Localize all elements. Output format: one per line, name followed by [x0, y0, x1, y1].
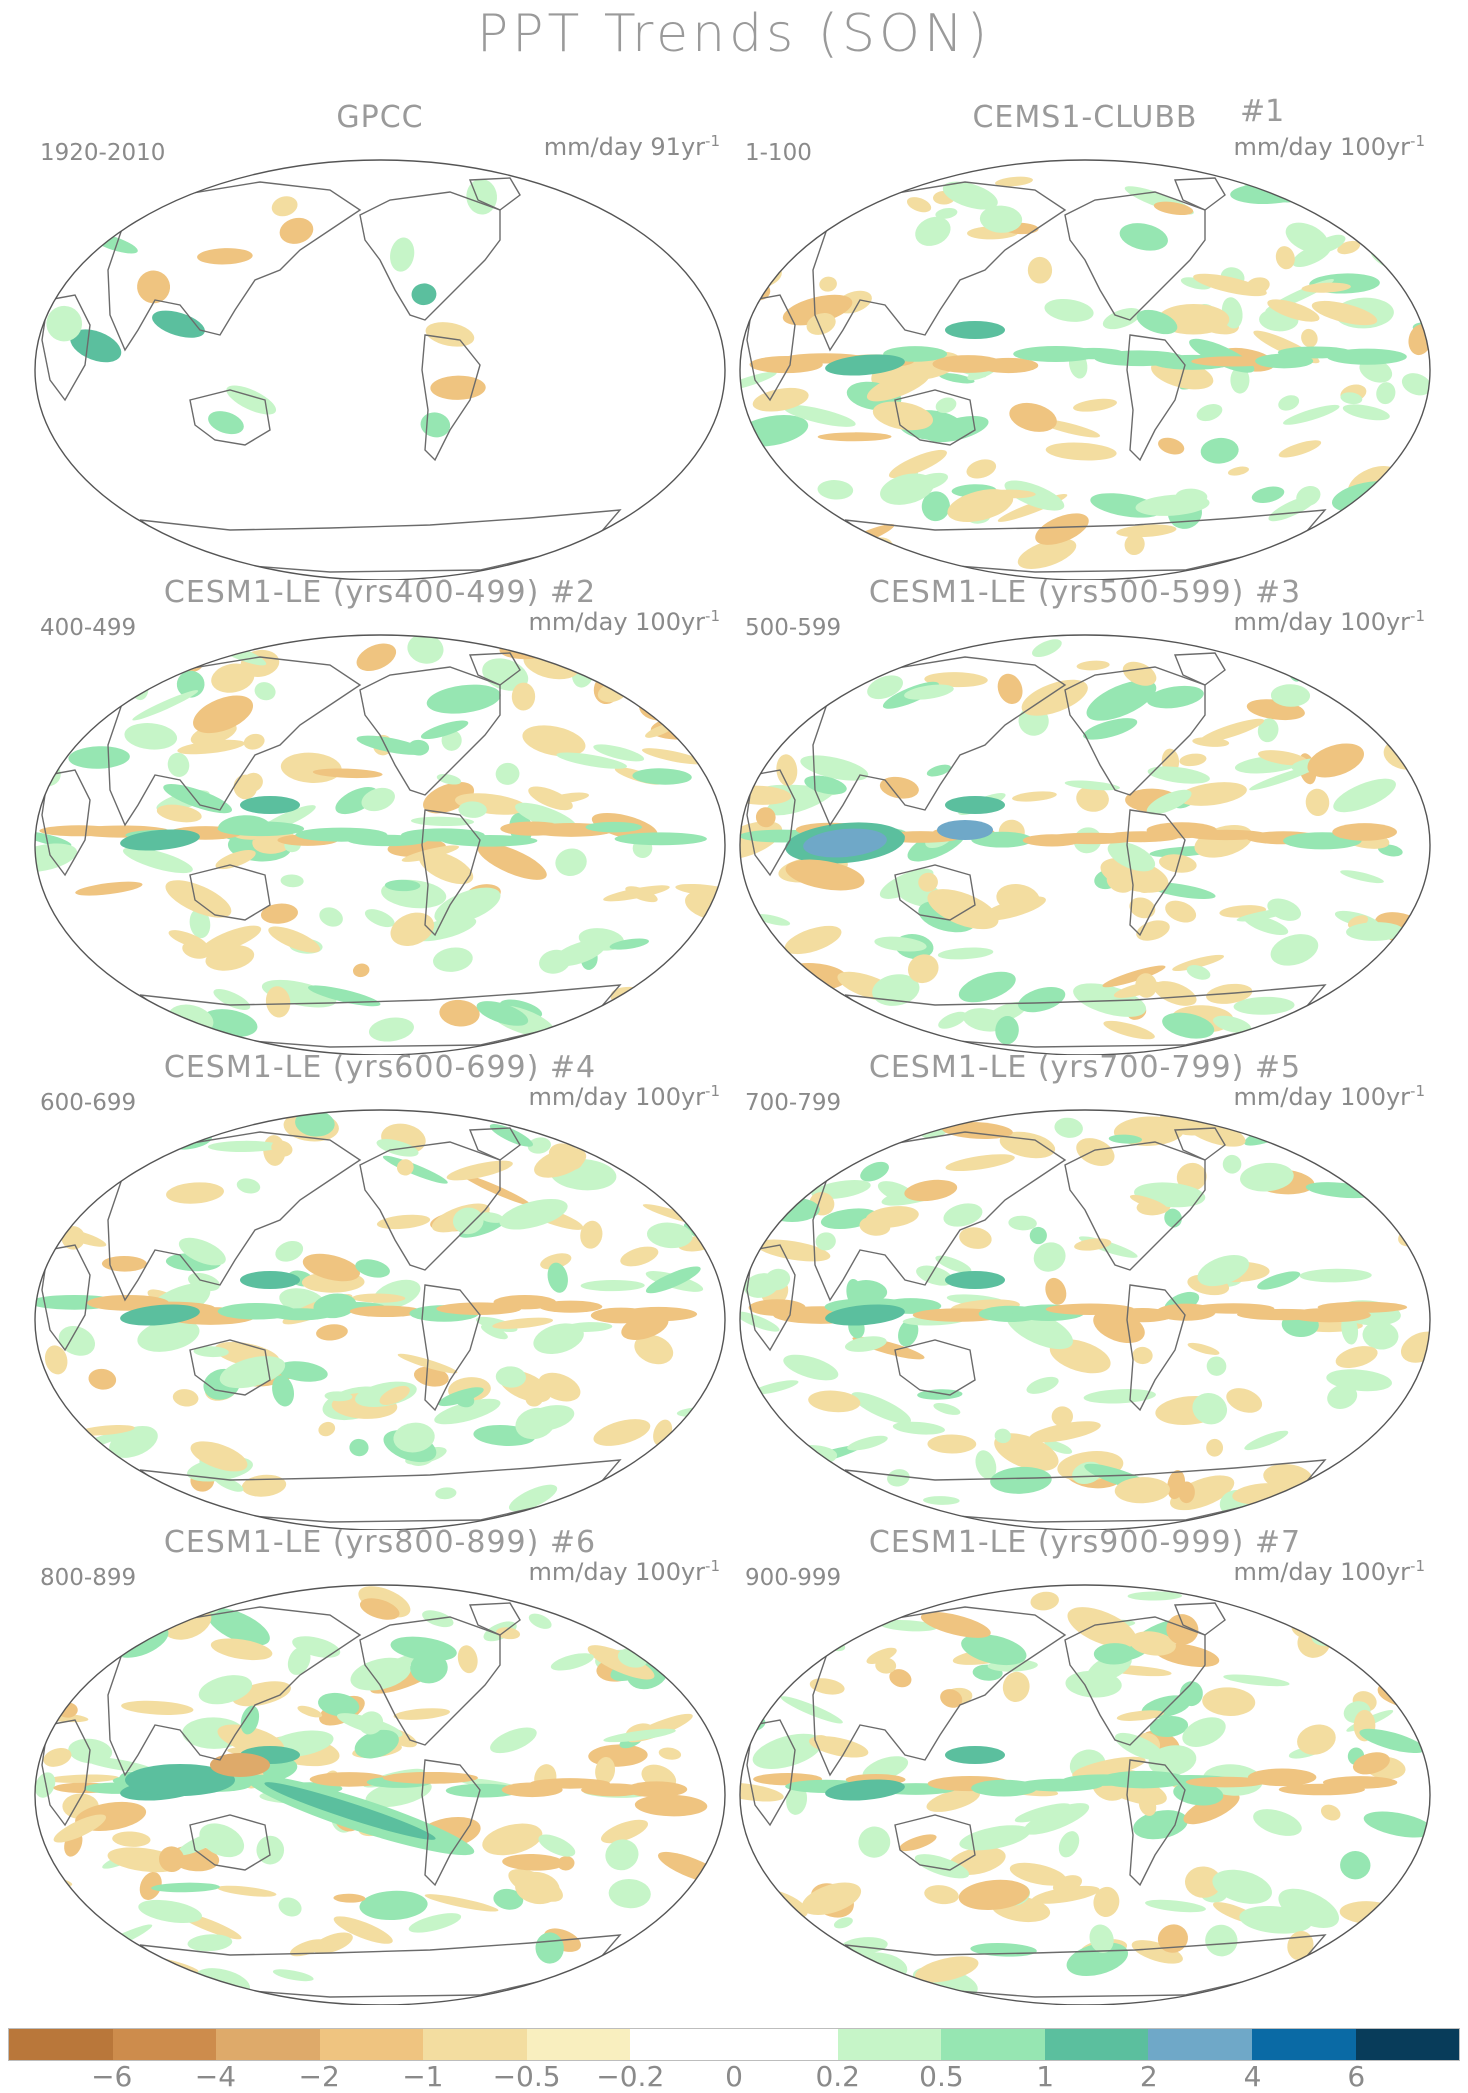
- panel-title: CESM1-LE (yrs500-599) #3: [868, 575, 1302, 610]
- unit-label: mm/day 100yr-1: [1233, 1082, 1425, 1111]
- map-panel: CESM1-LE (yrs500-599) #3 500-599 mm/day 10…: [735, 575, 1435, 1055]
- colorbar-bin: [9, 2029, 113, 2060]
- trend-field: [740, 160, 1430, 574]
- colorbar-tick-label: 1: [1036, 2060, 1055, 2093]
- colorbar-bin: [526, 2029, 631, 2060]
- colorbar-tick-label: −1: [402, 2060, 444, 2093]
- map-border: [34, 1584, 726, 2005]
- trend-field: [35, 1110, 725, 1526]
- colorbar-tick-label: 0.2: [815, 2060, 860, 2093]
- panel-title: CESM1-LE (yrs700-799) #5: [868, 1050, 1302, 1085]
- trend-map: [739, 1584, 1431, 2005]
- colorbar-bin: [1251, 2029, 1356, 2060]
- unit-label: mm/day 100yr-1: [528, 607, 720, 636]
- unit-label: mm/day 100yr-1: [1233, 607, 1425, 636]
- map-border: [739, 1584, 1431, 2005]
- unit-label: mm/day 100yr-1: [1233, 132, 1425, 161]
- colorbar-tick-label: −0.2: [596, 2060, 665, 2093]
- colorbar-bin: [319, 2029, 424, 2060]
- map-panel: CESM1-LE (yrs900-999) #7 900-999 mm/day 10…: [735, 1525, 1435, 2005]
- colorbar-bin: [423, 2029, 527, 2060]
- colorbar-bin: [1044, 2029, 1149, 2060]
- year-range: 900-999: [745, 1565, 842, 1591]
- year-range: 700-799: [745, 1090, 842, 1116]
- coastlines: [41, 652, 622, 1048]
- colorbar: [8, 2028, 1460, 2061]
- trend-field: [46, 179, 498, 438]
- trend-field: [740, 1591, 1430, 1998]
- panel-title: CEMS1-CLUBB: [972, 100, 1198, 135]
- unit-label: mm/day 100yr-1: [1233, 1557, 1425, 1586]
- trend-field: [740, 1110, 1430, 1519]
- map-border: [739, 159, 1431, 580]
- coastlines: [746, 652, 1327, 1048]
- figure-title: PPT Trends (SON): [476, 4, 992, 64]
- colorbar-bin: [837, 2029, 942, 2060]
- year-range: 500-599: [745, 615, 842, 641]
- colorbar-bin: [1148, 2029, 1252, 2060]
- unit-label: mm/day 100yr-1: [528, 1082, 720, 1111]
- year-range: 400-499: [40, 615, 137, 641]
- map-panel: CESM1-LE (yrs600-699) #4 600-699 mm/day 10…: [30, 1050, 730, 1530]
- trend-field: [35, 1586, 725, 1996]
- colorbar-bin: [1355, 2029, 1460, 2060]
- trend-map: [34, 634, 726, 1055]
- colorbar-tick-label: −6: [91, 2060, 133, 2093]
- year-range: 600-699: [40, 1090, 137, 1116]
- map-border: [34, 1109, 726, 1530]
- trend-map: [739, 159, 1431, 580]
- colorbar-tick-label: 4: [1243, 2060, 1262, 2093]
- map-panel: CEMS1-CLUBB #1 1-100 mm/day 100yr-1: [735, 94, 1435, 580]
- trend-map: [34, 1109, 726, 1530]
- coastlines: [41, 177, 622, 573]
- colorbar-bin: [734, 2029, 838, 2060]
- trend-map: [34, 1584, 726, 2005]
- year-range: 800-899: [40, 1565, 137, 1591]
- coastlines: [746, 1127, 1327, 1523]
- map-border: [34, 634, 726, 1055]
- map-panel: CESM1-LE (yrs400-499) #2 400-499 mm/day 10…: [30, 575, 730, 1055]
- map-border: [739, 634, 1431, 1055]
- panel-title: CESM1-LE (yrs400-499) #2: [163, 575, 597, 610]
- map-border: [34, 159, 726, 580]
- panel-title: GPCC: [336, 100, 424, 135]
- colorbar-tick-label: −4: [194, 2060, 237, 2093]
- colorbar-bin: [630, 2029, 735, 2060]
- trend-field: [35, 635, 725, 1042]
- colorbar-bin: [216, 2029, 320, 2060]
- colorbar-tick-label: 0: [725, 2060, 743, 2093]
- coastlines: [746, 1602, 1327, 1998]
- coastlines: [41, 1602, 622, 1998]
- trend-map: [739, 634, 1431, 1055]
- trend-field: [740, 639, 1430, 1045]
- colorbar-tick-label: −2: [298, 2060, 340, 2093]
- coastlines: [746, 177, 1327, 573]
- colorbar-bin: [941, 2029, 1045, 2060]
- map-panel: CESM1-LE (yrs700-799) #5 700-799 mm/day 10…: [735, 1050, 1435, 1530]
- map-panel: CESM1-LE (yrs800-899) #6 800-899 mm/day 10…: [30, 1525, 730, 2005]
- map-panel: GPCC 1920-2010 mm/day 91yr-1: [30, 100, 730, 580]
- panel-title: CESM1-LE (yrs600-699) #4: [163, 1050, 597, 1085]
- coastlines: [41, 1127, 622, 1523]
- colorbar-tick-label: 0.5: [919, 2060, 964, 2093]
- year-range: 1920-2010: [40, 140, 166, 166]
- trend-map: [34, 159, 726, 580]
- unit-label: mm/day 91yr-1: [543, 132, 720, 161]
- panel-title: CESM1-LE (yrs900-999) #7: [868, 1525, 1302, 1560]
- colorbar-tick-label: 6: [1347, 2060, 1366, 2093]
- map-border: [739, 1109, 1431, 1530]
- colorbar-tick-label: 2: [1139, 2060, 1158, 2093]
- unit-label: mm/day 100yr-1: [528, 1557, 720, 1586]
- panel-number: #1: [1240, 94, 1285, 129]
- panel-title: CESM1-LE (yrs800-899) #6: [163, 1525, 597, 1560]
- year-range: 1-100: [745, 140, 812, 166]
- colorbar-bin: [112, 2029, 217, 2060]
- trend-map: [739, 1109, 1431, 1530]
- colorbar-tick-label: −0.5: [492, 2060, 561, 2093]
